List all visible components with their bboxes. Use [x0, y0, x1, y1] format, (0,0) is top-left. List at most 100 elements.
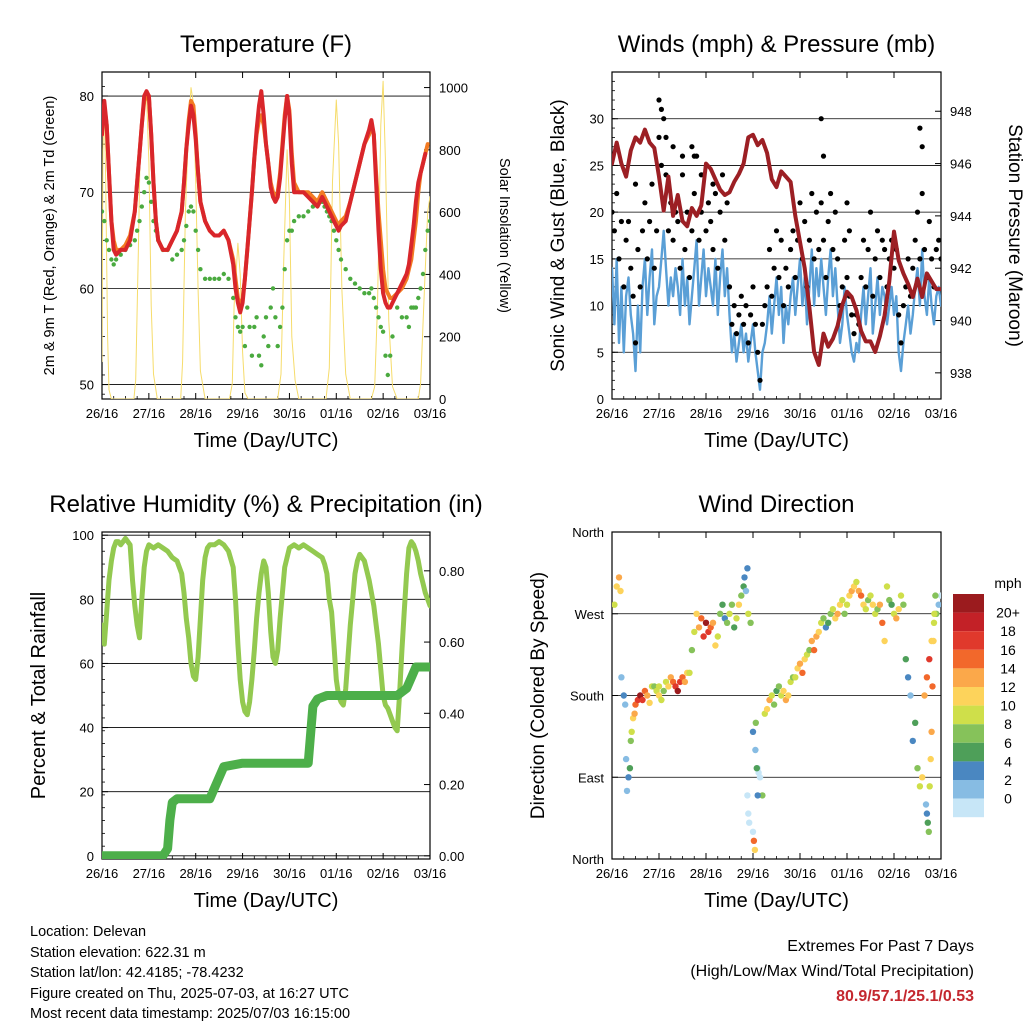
direction-point — [660, 687, 667, 695]
temperature-ytick-label: 60 — [80, 281, 94, 296]
winds-gust-point — [654, 228, 660, 234]
direction-xtick-label: 28/16 — [690, 866, 723, 881]
direction-point — [775, 683, 783, 690]
winds-gust-point — [691, 153, 697, 159]
temperature-dewpoint-point — [306, 209, 311, 214]
direction-point — [754, 792, 761, 799]
direction-point — [796, 660, 804, 667]
direction-point — [728, 601, 736, 608]
direction-point — [745, 810, 752, 817]
winds-gust-point — [675, 218, 681, 225]
direction-point — [738, 592, 745, 599]
temperature-dewpoint-point — [226, 276, 231, 281]
winds-gust-point — [839, 284, 845, 290]
direction-point — [785, 692, 792, 699]
direction-point — [922, 801, 930, 808]
temperature-series-dewpoint — [102, 175, 430, 378]
direction-point — [927, 755, 934, 763]
temperature-dewpoint-point — [188, 204, 194, 209]
temperature-dewpoint-point — [331, 228, 337, 233]
winds-gust-point — [748, 312, 754, 318]
winds-gust-point — [757, 377, 763, 383]
direction-point — [665, 683, 672, 690]
temperature-dewpoint-point — [366, 291, 372, 296]
rh-y2tick-label: 0.60 — [439, 635, 464, 650]
temperature-dewpoint-point — [235, 324, 241, 330]
temperature-dewpoint-point — [240, 324, 245, 330]
winds-gust-point — [703, 228, 709, 234]
direction-point — [853, 578, 860, 586]
winds-gust-point — [644, 256, 650, 262]
temperature-dewpoint-point — [385, 372, 390, 378]
direction-point — [751, 846, 759, 854]
temperature-xtick-label: 27/16 — [133, 406, 166, 421]
rh-ytick-label: 20 — [80, 785, 94, 800]
temperature-dewpoint-point — [179, 247, 184, 253]
direction-point — [622, 701, 629, 708]
temperature-dewpoint-point — [427, 218, 430, 224]
winds-gust-point — [612, 209, 615, 215]
winds-gust-point — [630, 293, 636, 299]
winds-gust-point — [745, 340, 751, 346]
winds-gust-point — [649, 181, 655, 187]
temperature-dewpoint-point — [146, 180, 152, 185]
direction-point — [628, 728, 635, 735]
direction-point — [806, 646, 813, 654]
direction-point — [698, 615, 705, 622]
direction-point — [930, 619, 938, 626]
direction-point — [829, 606, 837, 613]
direction-point — [897, 592, 905, 599]
winds-gust-point — [870, 293, 876, 299]
colorbar-label: 18 — [1000, 623, 1016, 639]
winds-gust-point — [712, 190, 719, 197]
temperature-dewpoint-point — [336, 247, 341, 253]
direction-point — [924, 819, 931, 826]
rh-xtick-label: 30/16 — [273, 866, 306, 881]
winds-gust-point — [936, 237, 941, 243]
temperature-dewpoint-point — [191, 209, 196, 214]
winds-gust-point — [874, 228, 881, 234]
direction-point — [928, 728, 935, 735]
temperature-dewpoint-point — [109, 257, 114, 262]
direction-point — [753, 765, 760, 772]
winds-ytick-label: 10 — [590, 299, 604, 314]
direction-point — [888, 601, 895, 608]
direction-point — [808, 637, 815, 645]
winds-gust-point — [623, 237, 629, 243]
direction-point — [926, 656, 933, 663]
winds-panel: Winds (mph) & Pressure (mb) 0 5 10 15 20 25 30 9… — [548, 31, 1024, 452]
temperature-xtick-label: 30/16 — [273, 406, 306, 421]
temperature-dewpoint-point — [423, 247, 428, 253]
temperature-dewpoint-point — [263, 315, 269, 320]
rh-xtick-label: 01/16 — [320, 866, 353, 881]
temperature-dewpoint-point — [132, 238, 137, 243]
temperature-dewpoint-point — [334, 238, 339, 243]
direction-xtick-label: 30/16 — [784, 866, 817, 881]
direction-point — [693, 610, 700, 617]
direction-point — [923, 674, 931, 681]
direction-ylabel: Direction (Colored By Speed) — [528, 572, 549, 819]
winds-ytick-label: 25 — [590, 158, 604, 173]
winds-xtick-label: 28/16 — [690, 406, 723, 421]
colorbar-label: 16 — [1000, 642, 1016, 658]
winds-gust-point — [729, 321, 735, 327]
temperature-dewpoint-point — [102, 218, 107, 224]
rh-xtick-label: 26/16 — [86, 866, 119, 881]
speed-colorbar: mph 20+ 18 16 14 12 10 8 6 4 2 0 — [953, 575, 1022, 818]
winds-gust-point — [919, 144, 925, 150]
direction-xtick-label: 01/16 — [831, 866, 864, 881]
colorbar-title: mph — [994, 575, 1021, 591]
winds-gust-point — [755, 349, 761, 355]
winds-gust-point — [865, 246, 871, 253]
temperature-dewpoint-point — [301, 214, 306, 219]
direction-point — [723, 619, 731, 626]
station-info: Location: Delevan Station elevation: 622… — [30, 922, 350, 1025]
winds-gust-point — [726, 284, 733, 290]
winds-gust-point — [844, 274, 850, 281]
rh-ytick-label: 40 — [80, 721, 94, 736]
direction-point — [752, 746, 759, 754]
direction-point — [895, 606, 902, 613]
winds-gust-point — [773, 228, 780, 234]
winds-gust-point — [637, 284, 643, 290]
winds-gust-point — [851, 331, 857, 337]
